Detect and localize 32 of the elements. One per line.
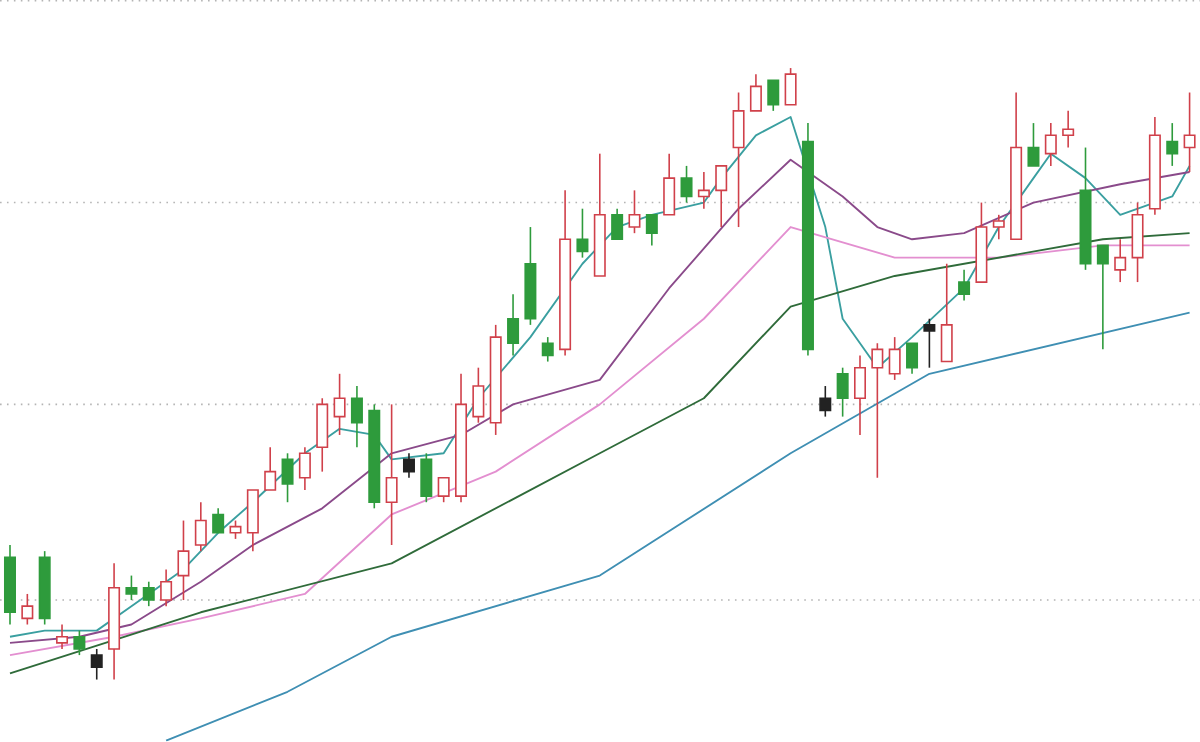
candlestick [541,336,554,363]
candlestick [559,189,572,357]
candlestick [350,385,363,449]
candlestick [489,324,502,436]
candlestick [142,581,155,608]
candlestick [316,397,329,473]
candlestick [1183,91,1196,173]
candlestick [1166,122,1179,167]
candlestick [333,373,346,436]
candlestick [385,403,398,546]
candlestick [1114,238,1127,284]
candlestick [3,544,16,626]
candlestick [732,91,745,229]
candlestick [177,519,190,602]
candlestick [854,354,866,436]
candlestick [90,648,103,681]
candlestick [402,452,415,479]
candlestick [108,562,121,681]
candlestick [1062,110,1075,149]
candlestick [801,122,814,357]
candlestick [507,293,520,357]
candlestick [1148,116,1161,216]
candlestick [56,623,69,650]
candlestick [160,568,173,608]
candlestick [194,501,207,553]
candlestick [455,373,468,504]
candlestick [298,446,311,491]
candlestick [992,214,1005,241]
candlestick [368,403,381,510]
candlestick [1044,122,1057,167]
candlestick [697,171,710,210]
candlestick [958,269,971,302]
